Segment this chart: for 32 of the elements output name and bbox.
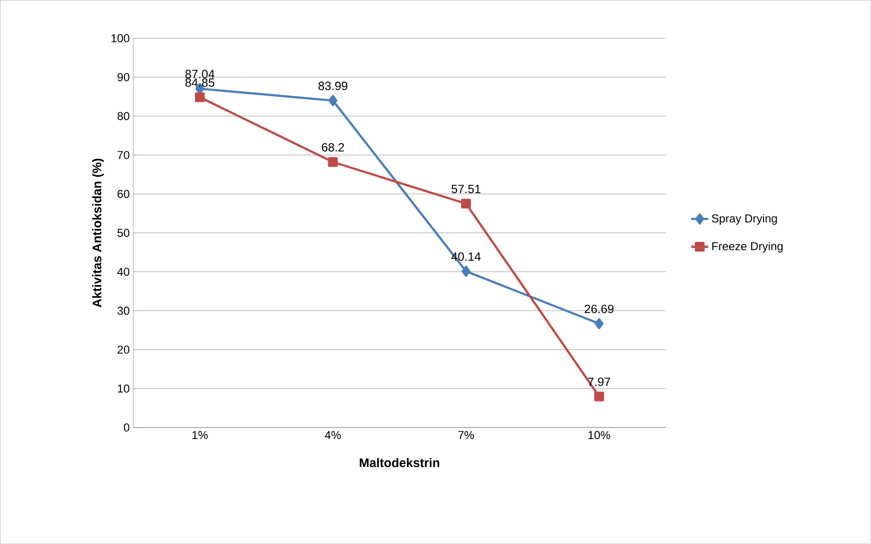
y-tick-label: 50	[117, 228, 130, 238]
point	[462, 266, 470, 277]
x-tick-label: 10%	[588, 431, 610, 440]
data-label: 84.85	[185, 78, 214, 87]
point	[328, 95, 338, 106]
y-tick-label: 100	[112, 34, 130, 42]
legend-label: Freeze Drying	[712, 242, 783, 253]
data-label: 68.2	[322, 143, 344, 152]
y-tick-label: 80	[118, 112, 130, 120]
y-tick-label: 60	[118, 190, 130, 198]
x-tick-label: 4%	[324, 431, 341, 440]
y-tick-label: 0	[124, 424, 130, 432]
y-tick-label: 70	[118, 151, 130, 160]
legend-label: Spray Drying	[712, 214, 777, 225]
data-label: 26.69	[584, 304, 614, 314]
x-tick-label: 7%	[458, 431, 474, 440]
y-tick-label: 20	[118, 346, 130, 354]
point	[594, 318, 604, 330]
y-tick-label: 30	[117, 306, 130, 315]
data-label: 57.51	[452, 184, 480, 194]
point	[461, 198, 471, 209]
y-tick-label: 90	[118, 73, 130, 82]
x-axis-title: Maltodekstrin	[360, 458, 440, 468]
y-axis-title: Aktivitas Antioksidan (%)	[92, 158, 104, 308]
point	[594, 392, 604, 402]
y-tick-label: 40	[117, 268, 130, 276]
point	[328, 157, 338, 168]
y-tick-label: 10	[118, 384, 130, 393]
data-label: 83.99	[318, 82, 348, 90]
point	[194, 92, 205, 102]
data-label: 87.04	[185, 70, 214, 78]
x-tick-label: 1%	[192, 431, 208, 440]
